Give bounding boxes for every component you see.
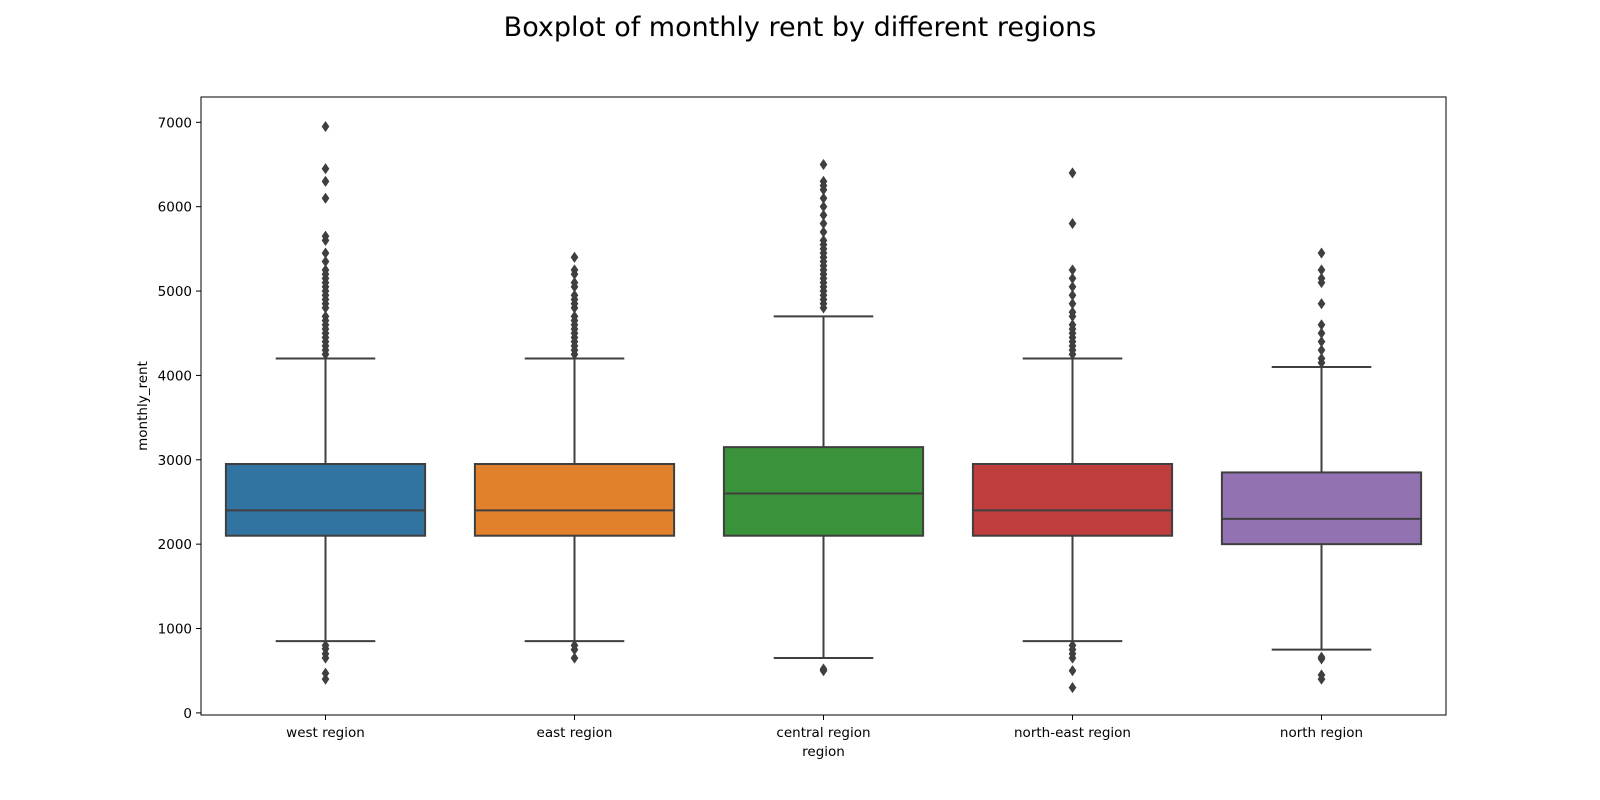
outlier-point — [819, 217, 828, 230]
outlier-point — [819, 663, 828, 675]
outlier-point — [321, 247, 330, 259]
iqr-box — [224, 463, 427, 537]
boxes-layer — [224, 120, 1423, 694]
iqr-box — [722, 446, 925, 537]
outlier-point — [1068, 167, 1077, 179]
outlier-point — [1068, 306, 1077, 318]
x-axis: west region east region central region nort… — [286, 715, 1363, 741]
x-tick-label: north-east region — [1014, 725, 1131, 741]
x-tick-label: central region — [776, 725, 870, 741]
outlier-point — [819, 158, 828, 171]
x-tick-label: north region — [1280, 725, 1363, 741]
outlier-point — [321, 120, 330, 133]
outlier-point — [321, 163, 330, 175]
outlier-point — [1317, 336, 1326, 348]
y-tick-label: 4000 — [158, 368, 192, 384]
y-tick-label: 6000 — [158, 200, 192, 216]
box-group-1 — [224, 120, 427, 685]
outlier-point — [570, 310, 579, 322]
outlier-point — [1317, 298, 1326, 310]
x-axis-label: region — [802, 744, 845, 760]
outlier-point — [819, 201, 828, 213]
outlier-point — [819, 226, 828, 238]
outlier-point — [570, 639, 579, 652]
outlier-point — [819, 234, 828, 247]
outlier-point — [570, 289, 579, 301]
outlier-point — [1068, 665, 1077, 677]
outlier-point — [1317, 651, 1326, 663]
y-tick-label: 5000 — [158, 284, 192, 300]
outlier-point — [1068, 639, 1077, 652]
y-tick-label: 2000 — [158, 537, 192, 553]
outlier-point — [1317, 669, 1326, 681]
outlier-point — [819, 175, 828, 188]
outlier-point — [570, 652, 579, 664]
outlier-point — [1068, 319, 1077, 331]
outlier-point — [321, 264, 330, 276]
outlier-point — [1068, 298, 1077, 310]
outlier-point — [819, 209, 828, 221]
outlier-point — [1317, 247, 1326, 259]
outlier-point — [321, 667, 330, 679]
outlier-point — [1317, 272, 1326, 285]
outlier-point — [1317, 319, 1326, 331]
outlier-point — [1317, 264, 1326, 276]
outlier-point — [1068, 681, 1077, 694]
iqr-box — [473, 463, 676, 537]
y-tick-label: 1000 — [158, 622, 192, 638]
outlier-point — [321, 673, 330, 685]
box-group-3 — [722, 158, 925, 677]
outlier-point — [1068, 289, 1077, 301]
outlier-point — [819, 192, 828, 204]
outlier-point — [1317, 344, 1326, 356]
box-group-2 — [473, 251, 676, 664]
box-group-4 — [971, 167, 1174, 694]
outlier-point — [321, 175, 330, 188]
outlier-point — [1068, 264, 1077, 276]
outlier-point — [321, 310, 330, 322]
outlier-point — [1068, 217, 1077, 230]
y-axis: 0 1000 2000 3000 4000 5000 6000 7000 — [158, 115, 201, 722]
x-tick-label: east region — [537, 725, 613, 741]
outlier-point — [1317, 327, 1326, 339]
outlier-point — [321, 255, 330, 268]
outlier-point — [321, 192, 330, 204]
outlier-point — [570, 276, 579, 289]
box-group-5 — [1220, 247, 1423, 685]
outlier-point — [570, 251, 579, 263]
outlier-point — [321, 230, 330, 242]
x-tick-label: west region — [286, 725, 365, 741]
outlier-point — [1317, 352, 1326, 365]
y-axis-label: monthly_rent — [135, 361, 151, 451]
outlier-point — [1068, 272, 1077, 285]
iqr-box — [971, 463, 1174, 537]
outlier-point — [1068, 281, 1077, 293]
outlier-point — [321, 639, 330, 652]
y-tick-label: 3000 — [158, 453, 192, 469]
outlier-point — [570, 264, 579, 276]
chart-title: Boxplot of monthly rent by different reg… — [503, 12, 1097, 43]
y-tick-label: 0 — [183, 706, 192, 722]
iqr-box — [1220, 471, 1423, 546]
y-tick-label: 7000 — [158, 115, 192, 131]
